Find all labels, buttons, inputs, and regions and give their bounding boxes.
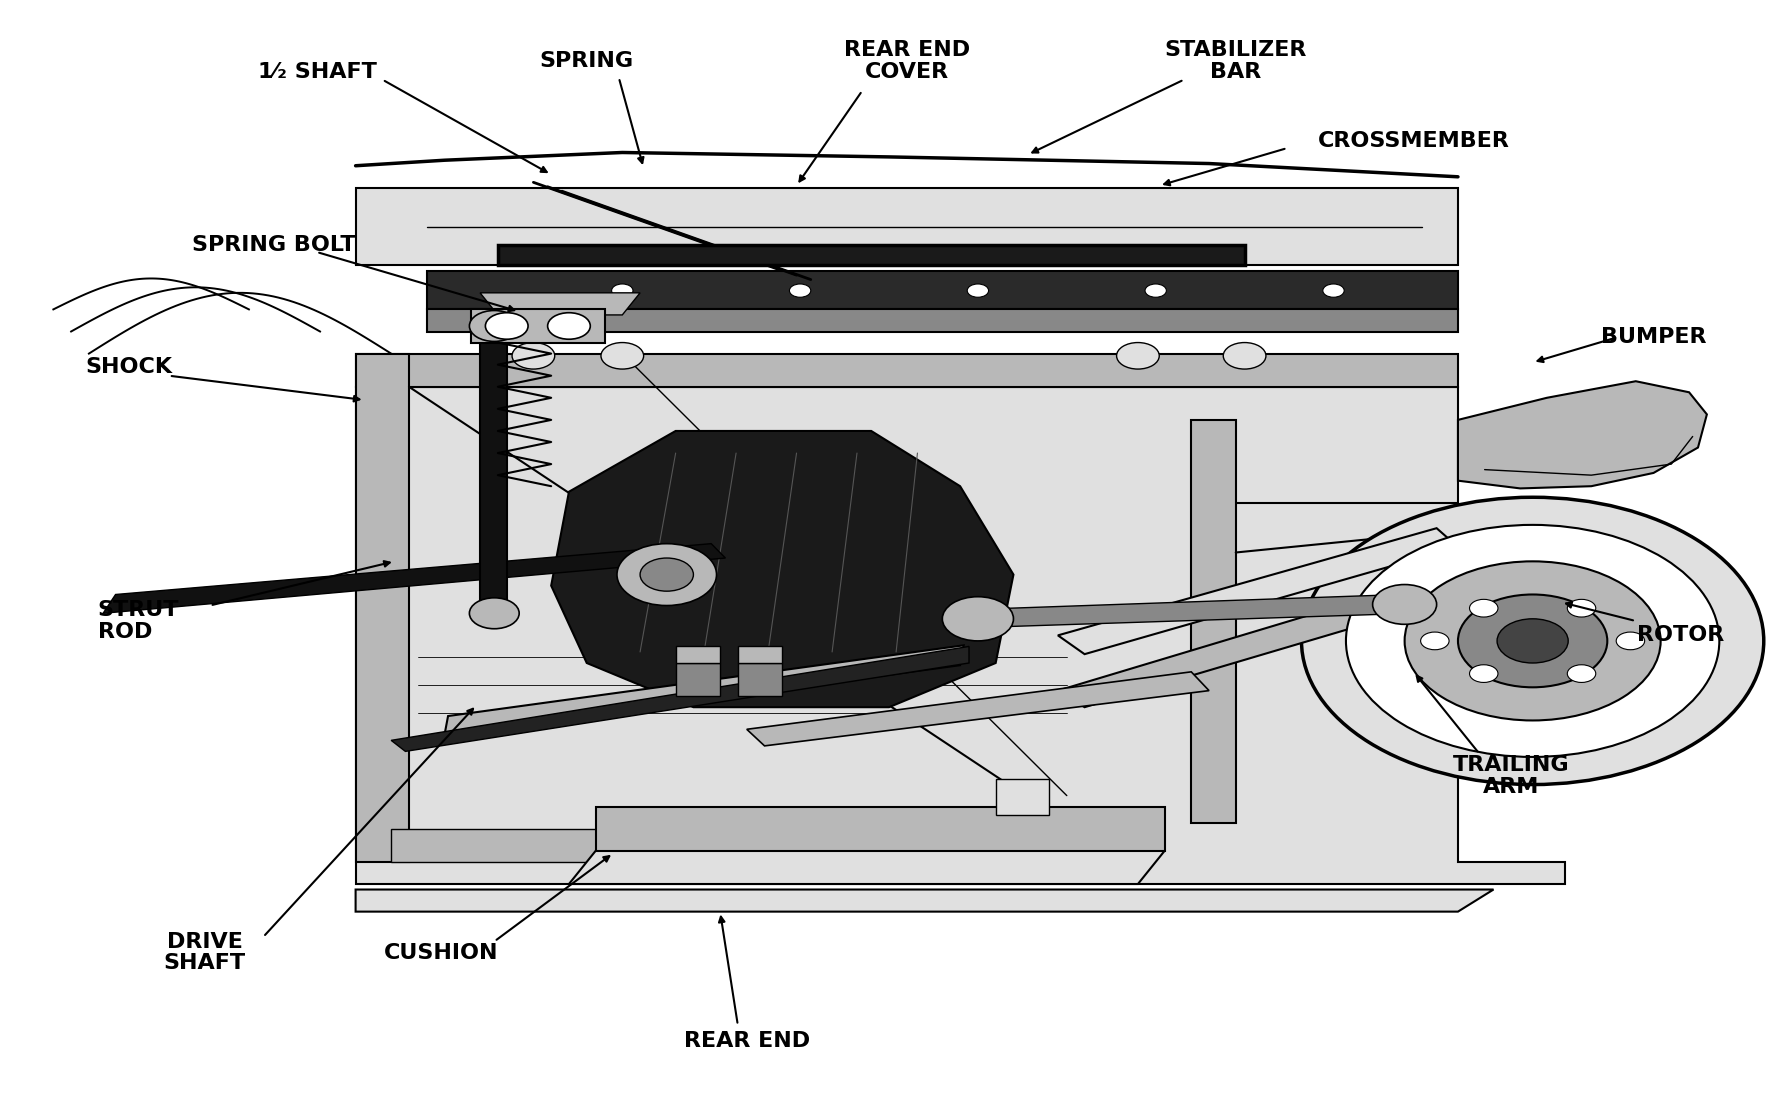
Polygon shape	[1058, 528, 1458, 654]
Polygon shape	[356, 354, 409, 862]
Circle shape	[789, 284, 811, 297]
Polygon shape	[427, 309, 1458, 332]
Circle shape	[469, 311, 519, 341]
Circle shape	[1301, 497, 1764, 785]
Polygon shape	[960, 594, 1414, 628]
Circle shape	[1469, 665, 1497, 683]
Polygon shape	[498, 245, 1245, 265]
Polygon shape	[356, 354, 1458, 387]
Circle shape	[967, 284, 989, 297]
Polygon shape	[1191, 420, 1236, 823]
Polygon shape	[480, 337, 507, 608]
Polygon shape	[1458, 381, 1707, 488]
Polygon shape	[427, 271, 1458, 309]
Polygon shape	[356, 188, 1458, 265]
Circle shape	[640, 558, 693, 591]
Circle shape	[1373, 585, 1437, 624]
Polygon shape	[676, 663, 720, 696]
Text: TRAILING
ARM: TRAILING ARM	[1453, 755, 1570, 797]
Circle shape	[1223, 343, 1266, 369]
Circle shape	[601, 343, 644, 369]
Circle shape	[1117, 343, 1159, 369]
Circle shape	[1568, 665, 1597, 683]
Circle shape	[548, 313, 590, 339]
Circle shape	[1323, 284, 1344, 297]
Circle shape	[1497, 619, 1568, 663]
Circle shape	[1568, 599, 1597, 617]
Polygon shape	[356, 890, 1494, 912]
Circle shape	[1405, 561, 1661, 720]
Text: SHOCK: SHOCK	[85, 357, 172, 377]
Polygon shape	[747, 672, 1209, 746]
Circle shape	[1469, 599, 1497, 617]
Polygon shape	[738, 663, 782, 696]
Polygon shape	[1058, 577, 1458, 707]
Polygon shape	[676, 646, 720, 663]
Circle shape	[512, 343, 555, 369]
Text: SPRING: SPRING	[541, 51, 633, 71]
Polygon shape	[596, 807, 1165, 851]
Polygon shape	[103, 544, 725, 613]
Polygon shape	[444, 645, 964, 735]
Text: ROTOR: ROTOR	[1636, 625, 1725, 645]
Polygon shape	[356, 387, 1565, 884]
Circle shape	[612, 284, 633, 297]
Text: CUSHION: CUSHION	[384, 943, 498, 962]
Text: SPRING BOLT: SPRING BOLT	[192, 235, 356, 255]
Polygon shape	[551, 431, 1013, 707]
Text: DRIVE
SHAFT: DRIVE SHAFT	[164, 932, 245, 974]
Circle shape	[942, 597, 1013, 641]
Circle shape	[485, 313, 528, 339]
Polygon shape	[569, 851, 1165, 884]
Polygon shape	[391, 646, 969, 751]
Text: BUMPER: BUMPER	[1600, 327, 1707, 347]
Polygon shape	[480, 293, 640, 315]
Circle shape	[1458, 594, 1607, 687]
Text: CROSSMEMBER: CROSSMEMBER	[1317, 131, 1510, 151]
Circle shape	[617, 544, 717, 606]
Circle shape	[1145, 284, 1166, 297]
Circle shape	[1346, 525, 1719, 757]
Text: STRUT
ROD: STRUT ROD	[98, 600, 180, 642]
Polygon shape	[738, 646, 782, 663]
Polygon shape	[391, 829, 1067, 862]
Polygon shape	[996, 779, 1049, 815]
Text: REAR END: REAR END	[685, 1031, 809, 1051]
Text: REAR END
COVER: REAR END COVER	[845, 40, 969, 82]
Text: 1⁄₂ SHAFT: 1⁄₂ SHAFT	[258, 62, 377, 82]
Circle shape	[469, 598, 519, 629]
Text: STABILIZER
BAR: STABILIZER BAR	[1165, 40, 1307, 82]
Circle shape	[1616, 632, 1645, 650]
Circle shape	[1421, 632, 1449, 650]
Polygon shape	[471, 309, 605, 343]
